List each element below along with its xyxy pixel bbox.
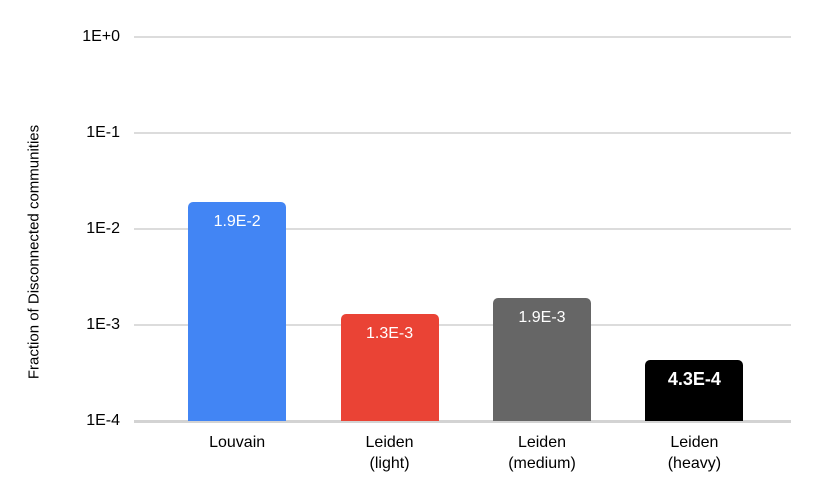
y-tick-label: 1E-2	[86, 220, 120, 237]
y-tick-label: 1E-1	[86, 124, 120, 141]
bar-value-label: 1.3E-3	[365, 325, 414, 343]
bar-leiden-medium: 1.9E-3	[492, 298, 591, 421]
bar-value-label: 4.3E-4	[667, 369, 721, 390]
bar-leiden-light: 1.3E-3	[340, 314, 439, 421]
plot-area: 1.9E-2 1.3E-3 1.9E-3 4.3E-4	[134, 36, 791, 423]
y-tick-label: 1E-3	[86, 316, 120, 333]
bar-value-label: 1.9E-3	[518, 309, 566, 327]
gridline	[134, 132, 791, 134]
x-category-label-leiden-heavy: Leiden (heavy)	[667, 434, 722, 472]
x-category-label-leiden-light: Leiden (light)	[365, 434, 414, 472]
bar-leiden-heavy: 4.3E-4	[645, 360, 744, 421]
y-tick-label: 1E-4	[86, 412, 120, 429]
x-category-label-leiden-medium: Leiden (medium)	[508, 434, 576, 472]
bar-value-label: 1.9E-2	[213, 213, 261, 231]
gridline	[134, 228, 791, 230]
x-category-label-louvain: Louvain	[209, 434, 266, 451]
y-axis-title: Fraction of Disconnected communities	[25, 124, 43, 380]
x-axis-baseline	[134, 420, 791, 423]
bar-louvain: 1.9E-2	[188, 202, 287, 421]
gridline	[134, 36, 791, 38]
y-tick-label: 1E+0	[82, 28, 120, 45]
gridline	[134, 324, 791, 326]
